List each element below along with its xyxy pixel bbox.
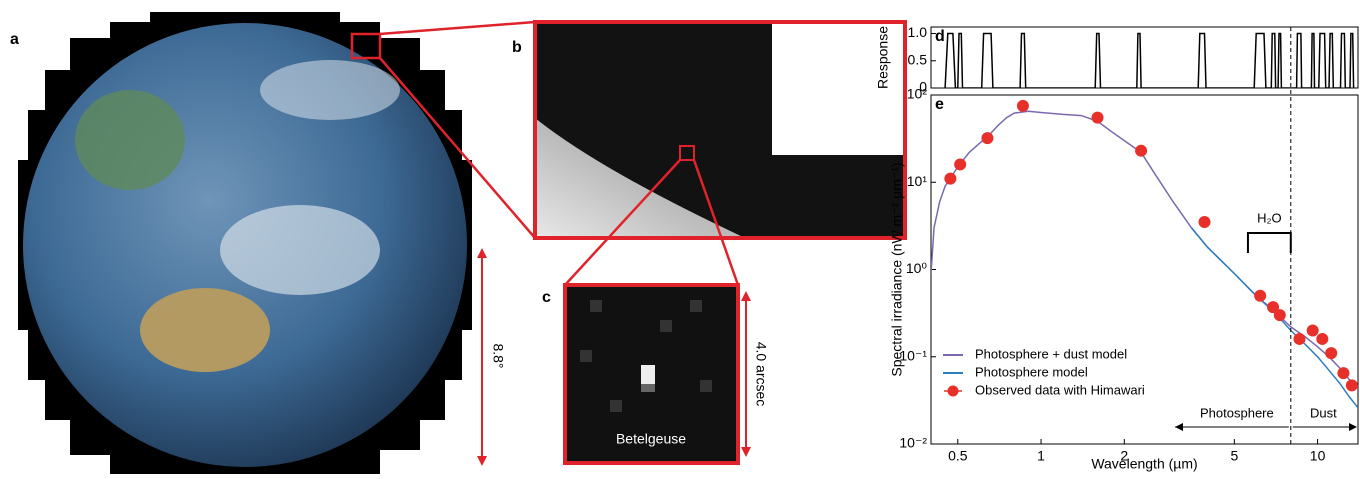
legend-swatch bbox=[948, 386, 959, 397]
y-tick-label: 10² bbox=[907, 86, 928, 102]
data-point bbox=[944, 173, 956, 185]
arrow-head bbox=[477, 456, 487, 466]
data-point bbox=[1307, 324, 1319, 336]
x-tick-label: 5 bbox=[1230, 448, 1238, 464]
plot-area bbox=[931, 100, 1358, 408]
arrow-head bbox=[741, 291, 751, 301]
legend-label: Observed data with Himawari bbox=[975, 382, 1145, 397]
data-point bbox=[1091, 112, 1103, 124]
arrow-head bbox=[1175, 423, 1183, 431]
star-halo bbox=[641, 384, 655, 392]
x-tick-label: 0.5 bbox=[948, 448, 968, 464]
star-label: Betelgeuse bbox=[616, 431, 686, 447]
legend-label: Photosphere + dust model bbox=[975, 346, 1127, 361]
annotation: Dust bbox=[1310, 405, 1337, 420]
panel-label: a bbox=[10, 31, 19, 48]
x-axis-label: Wavelength (µm) bbox=[1091, 456, 1197, 472]
annotation: H₂O bbox=[1257, 210, 1282, 225]
data-point bbox=[1254, 290, 1266, 302]
figure: a 8.8° b c Betelgeuse 4.0 arcsec d00.51.… bbox=[0, 0, 1360, 474]
page: a 8.8° b c Betelgeuse 4.0 arcsec d00.51.… bbox=[0, 0, 1360, 474]
series-line bbox=[945, 34, 1354, 89]
plot-frame bbox=[931, 27, 1358, 88]
x-tick-label: 10 bbox=[1310, 448, 1326, 464]
legend-label: Photosphere model bbox=[975, 364, 1088, 379]
y-tick-label: 1.0 bbox=[908, 24, 928, 40]
clouds bbox=[220, 205, 380, 295]
panel-label: c bbox=[542, 289, 551, 306]
y-axis-label: Response bbox=[875, 26, 891, 89]
y-tick-label: 10¹ bbox=[907, 173, 928, 189]
clouds bbox=[260, 60, 400, 120]
arrow-head bbox=[741, 447, 751, 457]
zoom-line bbox=[380, 22, 535, 34]
panel-label: b bbox=[512, 39, 522, 56]
panel-label: e bbox=[935, 96, 944, 113]
arrow-head bbox=[477, 248, 487, 258]
data-point bbox=[954, 158, 966, 170]
y-tick-label: 10⁰ bbox=[906, 260, 928, 276]
data-point bbox=[981, 132, 993, 144]
annotation: Photosphere bbox=[1200, 405, 1274, 420]
data-point bbox=[1293, 333, 1305, 345]
australia bbox=[140, 288, 270, 372]
data-point bbox=[1017, 100, 1029, 112]
plot-area bbox=[945, 34, 1354, 89]
data-point bbox=[1135, 145, 1147, 157]
data-point bbox=[1346, 379, 1358, 391]
size-label: 4.0 arcsec bbox=[753, 342, 769, 407]
data-point bbox=[1199, 216, 1211, 228]
asia bbox=[75, 90, 185, 190]
y-tick-label: 0.5 bbox=[908, 51, 928, 67]
y-tick-label: 10⁻² bbox=[899, 435, 927, 451]
bracket bbox=[1248, 233, 1291, 253]
size-label: 8.8° bbox=[490, 343, 506, 368]
y-axis-label: Spectral irradiance (nW m⁻² µm⁻¹) bbox=[889, 162, 905, 376]
panel-label: d bbox=[935, 28, 945, 45]
x-tick-label: 1 bbox=[1037, 448, 1045, 464]
data-point bbox=[1316, 333, 1328, 345]
star bbox=[641, 365, 655, 384]
data-point bbox=[1325, 347, 1337, 359]
data-point bbox=[1274, 309, 1286, 321]
arrow-head bbox=[1349, 423, 1357, 431]
data-point bbox=[1337, 367, 1349, 379]
